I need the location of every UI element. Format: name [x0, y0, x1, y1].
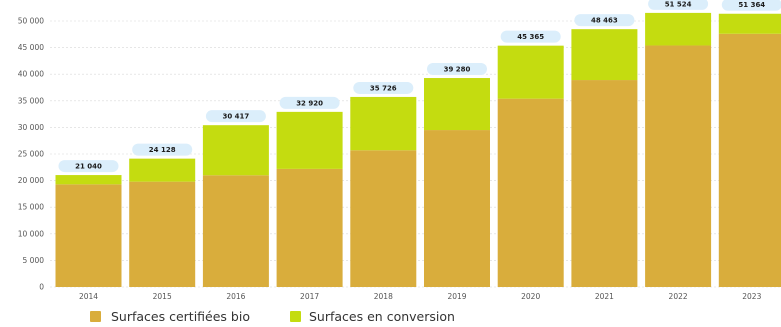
y-tick-label: 50 000: [18, 17, 44, 26]
legend-label-certified: Surfaces certifiées bio: [111, 309, 250, 324]
bar-segment-certified: [55, 184, 122, 287]
legend-swatch-certified: [90, 311, 101, 322]
bars: [55, 12, 781, 287]
total-label: 24 128: [149, 146, 176, 154]
bar-segment-certified: [497, 98, 564, 287]
total-bubble: [132, 143, 193, 156]
bar-segment-conversion: [202, 125, 269, 176]
bar-segment-certified: [276, 168, 343, 287]
total-label: 51 524: [665, 0, 692, 8]
y-tick-label: 30 000: [18, 123, 44, 132]
total-label: 45 365: [517, 33, 544, 41]
y-tick-label: 5 000: [23, 256, 45, 265]
total-label: 51 364: [738, 1, 765, 9]
bar-segment-conversion: [718, 13, 781, 34]
total-bubble: [648, 0, 709, 10]
legend-label-conversion: Surfaces en conversion: [309, 309, 455, 324]
bar-segment-conversion: [350, 96, 417, 151]
x-tick-label: 2017: [300, 292, 319, 301]
x-tick-label: 2020: [521, 292, 540, 301]
x-tick-label: 2022: [669, 292, 688, 301]
x-tick-label: 2018: [374, 292, 393, 301]
y-tick-label: 35 000: [18, 96, 44, 105]
x-tick-label: 2019: [447, 292, 466, 301]
y-tick-label: 10 000: [18, 229, 44, 238]
legend-swatch-conversion: [290, 311, 301, 322]
bar-segment-conversion: [129, 158, 196, 182]
y-tick-label: 15 000: [18, 203, 44, 212]
bar-segment-certified: [718, 33, 781, 287]
total-bubble: [500, 30, 561, 43]
y-tick-label: 0: [39, 283, 44, 292]
x-tick-label: 2014: [79, 292, 98, 301]
bar-segment-conversion: [55, 175, 122, 185]
bar-segment-certified: [424, 130, 490, 287]
x-tick-label: 2015: [153, 292, 172, 301]
bar-segment-conversion: [571, 29, 638, 81]
bar-segment-conversion: [424, 78, 490, 131]
total-bubble: [574, 14, 635, 27]
legend: Surfaces certifiées bio Surfaces en conv…: [90, 309, 455, 324]
bar-segment-conversion: [497, 45, 564, 99]
bar-segment-certified: [571, 80, 638, 287]
total-bubble: [427, 63, 487, 76]
total-labels: 21 040 24 128 30 417 32 920 35 726 39 280 45 3…: [58, 0, 781, 173]
x-axis: 2014 2015 2016 2017 2018 2019 2020 2021 2022 2023: [79, 292, 762, 301]
bar-segment-conversion: [645, 12, 712, 46]
x-tick-label: 2021: [595, 292, 614, 301]
total-bubble: [58, 160, 119, 173]
total-label: 35 726: [370, 84, 397, 92]
total-bubble: [279, 96, 340, 109]
total-label: 48 463: [591, 17, 618, 25]
total-bubble: [721, 0, 781, 11]
bar-segment-certified: [202, 175, 269, 287]
total-label: 32 920: [296, 99, 323, 107]
total-label: 21 040: [75, 163, 102, 171]
total-bubble: [353, 81, 414, 94]
bar-segment-conversion: [276, 111, 343, 169]
y-tick-label: 40 000: [18, 70, 44, 79]
x-tick-label: 2023: [742, 292, 761, 301]
bar-segment-certified: [129, 181, 196, 287]
bar-segment-certified: [645, 45, 712, 287]
y-tick-label: 45 000: [18, 43, 44, 52]
y-axis: 0 5 000 10 000 15 000 20 000 25 000 30 000 35 0…: [18, 17, 44, 292]
total-label: 30 417: [223, 113, 250, 121]
y-tick-label: 25 000: [18, 150, 44, 159]
x-tick-label: 2016: [226, 292, 245, 301]
y-tick-label: 20 000: [18, 176, 44, 185]
bar-segment-certified: [350, 150, 417, 287]
total-bubble: [205, 110, 266, 123]
total-label: 39 280: [444, 66, 471, 74]
